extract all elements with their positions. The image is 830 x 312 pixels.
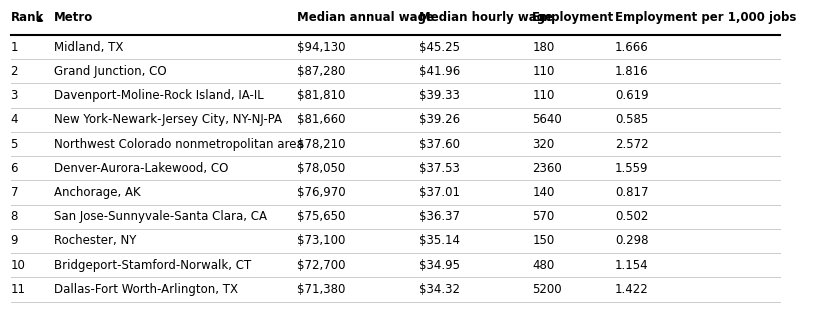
Text: Median hourly wage: Median hourly wage — [418, 11, 553, 24]
Text: $78,210: $78,210 — [297, 138, 345, 150]
Text: 1: 1 — [11, 41, 18, 54]
Text: $73,100: $73,100 — [297, 235, 345, 247]
Text: ▲: ▲ — [37, 14, 42, 23]
Text: 3: 3 — [11, 89, 18, 102]
Text: 150: 150 — [532, 235, 554, 247]
Text: 11: 11 — [11, 283, 26, 296]
Text: 110: 110 — [532, 65, 554, 78]
Text: 1.422: 1.422 — [615, 283, 648, 296]
Text: 7: 7 — [11, 186, 18, 199]
Text: $35.14: $35.14 — [418, 235, 460, 247]
Text: 110: 110 — [532, 89, 554, 102]
Text: 4: 4 — [11, 113, 18, 126]
Text: 2360: 2360 — [532, 162, 562, 175]
Text: Rochester, NY: Rochester, NY — [54, 235, 136, 247]
Text: 8: 8 — [11, 210, 18, 223]
Text: 0.619: 0.619 — [615, 89, 648, 102]
Text: 570: 570 — [532, 210, 554, 223]
Text: $75,650: $75,650 — [297, 210, 345, 223]
Text: Midland, TX: Midland, TX — [54, 41, 123, 54]
Text: Northwest Colorado nonmetropolitan area: Northwest Colorado nonmetropolitan area — [54, 138, 304, 150]
Text: $37.60: $37.60 — [418, 138, 460, 150]
Text: 1.559: 1.559 — [615, 162, 648, 175]
Text: 0.817: 0.817 — [615, 186, 648, 199]
Text: $34.95: $34.95 — [418, 259, 460, 272]
Text: San Jose-Sunnyvale-Santa Clara, CA: San Jose-Sunnyvale-Santa Clara, CA — [54, 210, 266, 223]
Text: 10: 10 — [11, 259, 26, 272]
Text: $81,660: $81,660 — [297, 113, 345, 126]
Text: Employment: Employment — [532, 11, 615, 24]
Text: Denver-Aurora-Lakewood, CO: Denver-Aurora-Lakewood, CO — [54, 162, 228, 175]
Text: 0.298: 0.298 — [615, 235, 648, 247]
Text: 5640: 5640 — [532, 113, 562, 126]
Text: $87,280: $87,280 — [297, 65, 345, 78]
Text: $81,810: $81,810 — [297, 89, 345, 102]
Text: 0.502: 0.502 — [615, 210, 648, 223]
Text: 320: 320 — [532, 138, 554, 150]
Text: 9: 9 — [11, 235, 18, 247]
Text: Anchorage, AK: Anchorage, AK — [54, 186, 140, 199]
Text: Median annual wage: Median annual wage — [297, 11, 434, 24]
Text: Bridgeport-Stamford-Norwalk, CT: Bridgeport-Stamford-Norwalk, CT — [54, 259, 251, 272]
Text: $71,380: $71,380 — [297, 283, 345, 296]
Text: 0.585: 0.585 — [615, 113, 648, 126]
Text: $39.33: $39.33 — [418, 89, 460, 102]
Text: 1.666: 1.666 — [615, 41, 648, 54]
Text: 2: 2 — [11, 65, 18, 78]
Text: Grand Junction, CO: Grand Junction, CO — [54, 65, 166, 78]
Text: Employment per 1,000 jobs: Employment per 1,000 jobs — [615, 11, 796, 24]
Text: $39.26: $39.26 — [418, 113, 460, 126]
Text: $78,050: $78,050 — [297, 162, 345, 175]
Text: 480: 480 — [532, 259, 554, 272]
Text: Davenport-Moline-Rock Island, IA-IL: Davenport-Moline-Rock Island, IA-IL — [54, 89, 264, 102]
Text: 5: 5 — [11, 138, 18, 150]
Text: $34.32: $34.32 — [418, 283, 460, 296]
Text: 1.816: 1.816 — [615, 65, 648, 78]
Text: $37.01: $37.01 — [418, 186, 460, 199]
Text: New York-Newark-Jersey City, NY-NJ-PA: New York-Newark-Jersey City, NY-NJ-PA — [54, 113, 281, 126]
Text: 5200: 5200 — [532, 283, 562, 296]
Text: 180: 180 — [532, 41, 554, 54]
Text: $72,700: $72,700 — [297, 259, 345, 272]
Text: $76,970: $76,970 — [297, 186, 345, 199]
Text: $45.25: $45.25 — [418, 41, 460, 54]
Text: Metro: Metro — [54, 11, 93, 24]
Text: Dallas-Fort Worth-Arlington, TX: Dallas-Fort Worth-Arlington, TX — [54, 283, 237, 296]
Text: $37.53: $37.53 — [418, 162, 460, 175]
Text: $94,130: $94,130 — [297, 41, 345, 54]
Text: 2.572: 2.572 — [615, 138, 648, 150]
Text: $41.96: $41.96 — [418, 65, 460, 78]
Text: Rank: Rank — [11, 11, 44, 24]
Text: 140: 140 — [532, 186, 554, 199]
Text: 6: 6 — [11, 162, 18, 175]
Text: 1.154: 1.154 — [615, 259, 648, 272]
Text: $36.37: $36.37 — [418, 210, 460, 223]
